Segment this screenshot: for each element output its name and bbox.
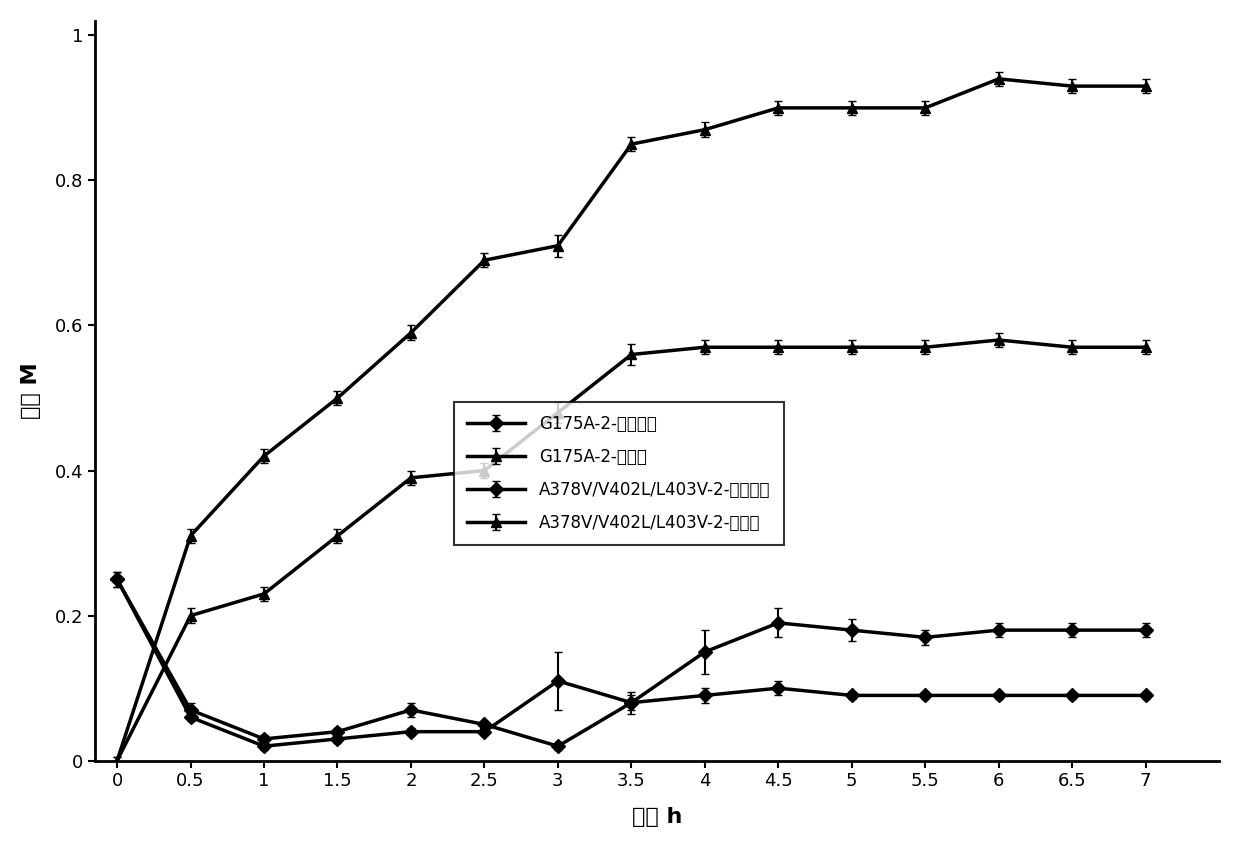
Legend: G175A-2-氯烟酰胺, G175A-2-氯烟酸, A378V/V402L/L403V-2-氯烟酰胺, A378V/V402L/L403V-2-氯烟酸: G175A-2-氯烟酰胺, G175A-2-氯烟酸, A378V/V402L/L… (454, 402, 784, 545)
X-axis label: 时间 h: 时间 h (632, 807, 682, 827)
Y-axis label: 浓度 M: 浓度 M (21, 362, 41, 419)
